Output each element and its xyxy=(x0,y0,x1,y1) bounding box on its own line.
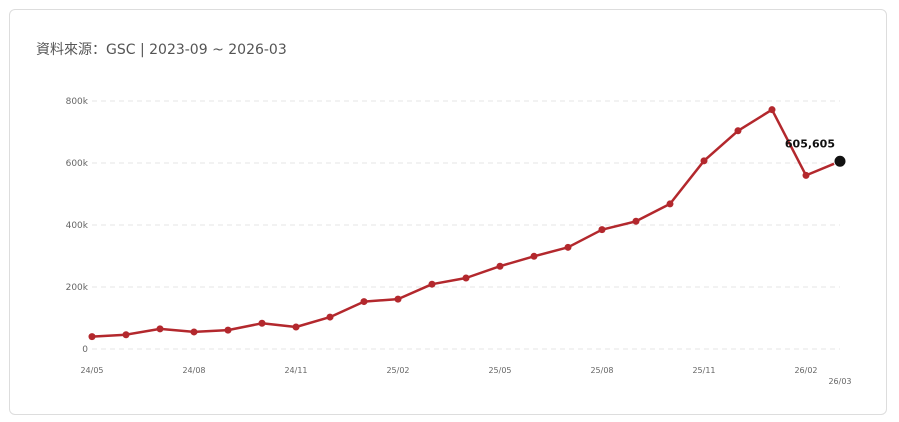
x-tick-label: 25/08 xyxy=(590,366,613,375)
series-points[interactable] xyxy=(88,106,847,341)
data-point[interactable] xyxy=(598,226,606,234)
x-tick-label: 26/03 xyxy=(828,377,851,386)
y-tick-label: 600k xyxy=(66,159,89,169)
data-point[interactable] xyxy=(292,323,300,331)
series-line xyxy=(91,108,841,338)
data-source-label: 資料來源：GSC | 2023-09 ~ 2026-03 xyxy=(36,42,287,58)
data-point[interactable] xyxy=(428,280,436,288)
data-point[interactable] xyxy=(768,106,776,114)
y-tick-label: 400k xyxy=(66,221,89,231)
x-tick-label: 24/08 xyxy=(182,366,205,375)
data-point[interactable] xyxy=(224,326,232,334)
y-tick-label: 800k xyxy=(66,97,89,107)
data-label: 605,605 xyxy=(785,137,835,150)
data-point[interactable] xyxy=(564,243,572,251)
x-tick-label: 24/05 xyxy=(80,366,103,375)
data-point[interactable] xyxy=(258,319,266,327)
x-tick-label: 26/02 xyxy=(794,366,817,375)
data-point[interactable] xyxy=(156,325,164,333)
data-point[interactable] xyxy=(700,157,708,165)
data-point[interactable] xyxy=(190,328,198,336)
x-tick-label: 25/11 xyxy=(692,366,715,375)
data-point[interactable] xyxy=(530,252,538,260)
data-labels: 605,605 xyxy=(785,137,835,150)
x-axis-ticks: 24/05 24/08 24/11 25/02 25/05 25/08 25/11 26/02… xyxy=(80,366,851,386)
data-point[interactable] xyxy=(360,298,368,306)
x-tick-label: 25/02 xyxy=(386,366,409,375)
data-point[interactable] xyxy=(326,313,334,321)
data-point[interactable] xyxy=(462,274,470,282)
x-tick-label: 25/05 xyxy=(488,366,511,375)
x-tick-label: 24/11 xyxy=(284,366,307,375)
data-point[interactable] xyxy=(88,333,96,341)
data-point[interactable] xyxy=(632,217,640,225)
data-point[interactable] xyxy=(734,127,742,135)
chart-card xyxy=(9,9,887,415)
highlight-point[interactable] xyxy=(833,154,847,168)
data-point[interactable] xyxy=(122,331,130,339)
grid-lines xyxy=(92,100,840,350)
data-point[interactable] xyxy=(666,200,674,208)
data-point[interactable] xyxy=(496,262,504,270)
y-tick-label: 0 xyxy=(82,345,88,355)
y-axis-ticks: 0 200k 400k 600k 800k xyxy=(66,97,89,355)
data-point[interactable] xyxy=(394,295,402,303)
data-point[interactable] xyxy=(802,171,810,179)
y-tick-label: 200k xyxy=(66,283,89,293)
